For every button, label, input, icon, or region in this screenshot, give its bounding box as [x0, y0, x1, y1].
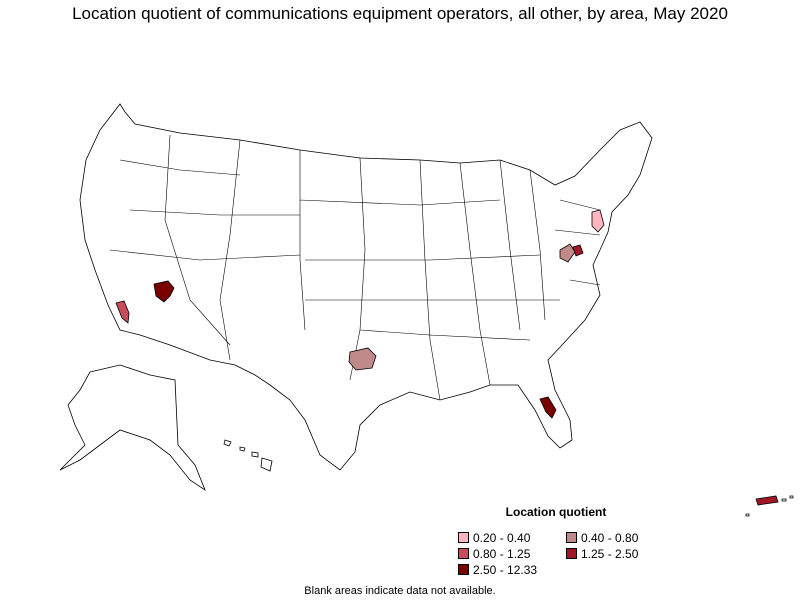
contiguous-us-outline [79, 103, 653, 471]
area-central-texas [348, 347, 377, 371]
map-title: Location quotient of communications equi… [72, 4, 728, 23]
area-new-jersey-pennsylvania [591, 209, 605, 233]
hawaii-islands [223, 439, 273, 472]
legend-swatch [566, 532, 577, 543]
legend-item-4: 1.25 - 2.50 [566, 547, 638, 561]
area-las-vegas [153, 280, 175, 303]
legend-swatch [458, 532, 469, 543]
interior-boundaries [109, 134, 601, 401]
map-base [59, 103, 653, 492]
area-puerto-rico [755, 495, 779, 506]
area-southern-california [115, 300, 130, 324]
footnote: Blank areas indicate data not available. [304, 585, 496, 597]
area-central-florida [539, 396, 557, 419]
legend-swatch [566, 548, 577, 559]
legend-title: Location quotient [505, 505, 607, 519]
legend-item-3: 0.80 - 1.25 [458, 547, 530, 561]
highlighted-areas [115, 209, 779, 506]
legend-item-2: 0.40 - 0.80 [566, 531, 638, 545]
area-virginia-maryland [559, 243, 576, 263]
area-virginia-dc [572, 244, 584, 257]
alaska-outline [59, 364, 206, 492]
puerto-rico-islands [745, 495, 794, 517]
legend-item-5: 2.50 - 12.33 [458, 563, 537, 577]
legend-swatch [458, 548, 469, 559]
legend-swatch [458, 564, 469, 575]
legend-item-1: 0.20 - 0.40 [458, 531, 530, 545]
